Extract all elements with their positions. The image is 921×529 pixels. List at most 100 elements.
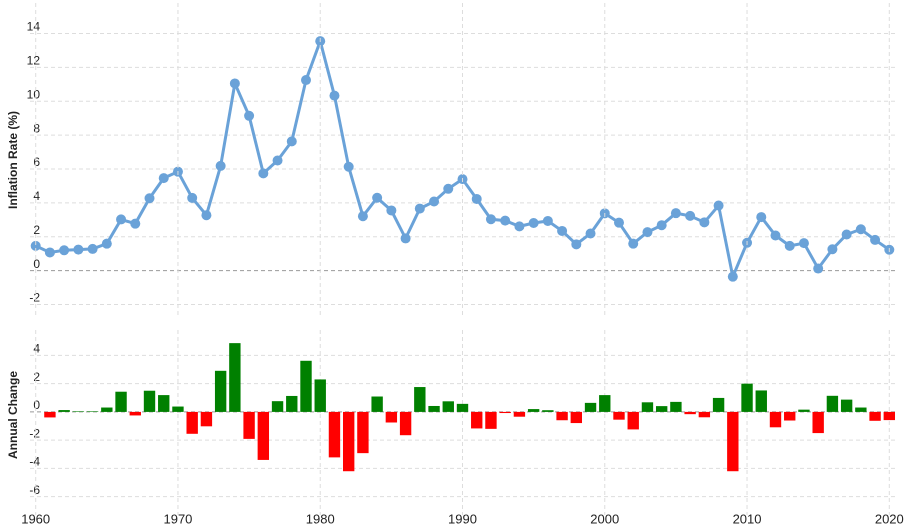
bar [357, 411, 369, 454]
bar [414, 387, 426, 412]
bar [328, 411, 341, 458]
y-tick-label: 2 [33, 370, 40, 384]
bar [485, 411, 497, 429]
bar [599, 395, 611, 412]
point [414, 203, 425, 214]
point [44, 247, 55, 258]
y-tick-label: 6 [33, 155, 40, 169]
point [485, 214, 496, 225]
bar [584, 402, 597, 412]
point [670, 208, 681, 219]
point [585, 228, 596, 239]
bar [627, 411, 639, 430]
y-axis-label: Inflation Rate (%) [6, 111, 20, 209]
bar [158, 395, 170, 412]
point [784, 240, 795, 251]
point [357, 211, 368, 222]
y-tick-label: 0 [33, 398, 40, 412]
bar [172, 406, 184, 412]
bar [314, 379, 326, 412]
bar [826, 395, 839, 412]
point [528, 217, 539, 228]
point [500, 215, 511, 226]
y-tick-label: -6 [29, 483, 40, 497]
bar [456, 403, 469, 412]
bar [542, 410, 554, 412]
bar [784, 411, 796, 421]
point [272, 155, 283, 166]
bar [499, 411, 511, 414]
point [73, 244, 84, 255]
y-tick-label: 8 [33, 121, 40, 135]
bar [556, 411, 568, 421]
point [571, 239, 582, 250]
bar [840, 399, 853, 412]
bar [143, 390, 156, 412]
bar [44, 411, 56, 418]
point [557, 225, 568, 236]
bar [342, 411, 355, 472]
bar [798, 409, 810, 412]
point [343, 161, 354, 172]
point [87, 243, 98, 254]
bar [186, 411, 198, 434]
point [329, 90, 340, 101]
bar [399, 411, 412, 436]
x-tick-label: 2010 [733, 511, 762, 526]
y-tick-label: 2 [33, 223, 40, 237]
x-tick-label: 1980 [306, 511, 335, 526]
point [301, 75, 312, 86]
bar [243, 411, 255, 439]
bar [741, 383, 753, 412]
bar [527, 409, 540, 412]
bar [286, 395, 298, 412]
point [713, 200, 724, 211]
point [201, 210, 212, 221]
x-tick-label: 1970 [163, 511, 192, 526]
bar [200, 411, 213, 427]
bar [115, 391, 127, 412]
point [372, 192, 383, 203]
y-tick-label: 4 [33, 342, 40, 356]
bar [385, 411, 398, 423]
point [286, 136, 297, 147]
point [144, 193, 155, 204]
point [642, 227, 653, 238]
y-tick-label: 12 [27, 54, 41, 68]
bar [769, 411, 782, 428]
point [229, 78, 240, 89]
bar [698, 411, 711, 418]
point [756, 212, 767, 223]
bar [655, 406, 668, 412]
bar [471, 411, 483, 429]
point [101, 238, 112, 249]
x-tick-label: 1990 [448, 511, 477, 526]
bar [300, 360, 312, 412]
y-tick-label: 10 [27, 87, 41, 101]
point [158, 173, 169, 184]
point [813, 263, 824, 274]
bar [812, 411, 824, 434]
bar [442, 401, 454, 412]
y-tick-label: 4 [33, 189, 40, 203]
point [870, 234, 881, 245]
point [798, 238, 809, 249]
bar [271, 401, 284, 412]
bar [257, 411, 270, 460]
point [628, 238, 639, 249]
bar [86, 411, 99, 412]
point [685, 210, 696, 221]
bar [755, 390, 767, 412]
y-tick-label: 14 [27, 20, 41, 34]
y-tick-label: -2 [29, 426, 40, 440]
bar [229, 343, 241, 412]
bar [570, 411, 583, 424]
point [30, 240, 41, 251]
point [187, 192, 198, 203]
bar [428, 405, 440, 412]
point [542, 215, 553, 226]
y-tick-label: -2 [29, 291, 40, 305]
y-tick-label: -4 [29, 455, 40, 469]
bar [58, 410, 70, 412]
